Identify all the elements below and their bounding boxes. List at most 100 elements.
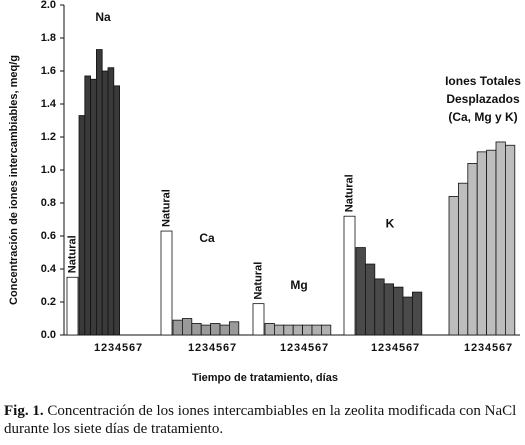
natural-label: Natural: [66, 235, 78, 273]
y-tick-label: 0.6: [41, 230, 56, 242]
chart: Concentración de iones intercambiables, …: [8, 0, 521, 384]
x-tick-label: 5: [492, 342, 498, 354]
bar: [84, 75, 92, 336]
y-tick-label: 2.0: [41, 0, 56, 11]
bar: [402, 296, 413, 336]
x-tick-label: 2: [378, 342, 384, 354]
x-tick-label: 3: [294, 342, 300, 354]
y-tick-label: 0.8: [41, 197, 56, 209]
x-tick-label: 2: [471, 342, 477, 354]
x-tick-label: 7: [136, 342, 142, 354]
group-label: Desplazados: [446, 92, 520, 106]
x-tick-label: 5: [216, 342, 222, 354]
bar: [495, 141, 506, 336]
x-tick-label: 3: [108, 342, 114, 354]
x-tick-label: 4: [392, 342, 399, 354]
x-tick-label: 4: [485, 342, 492, 354]
x-tick-label: 6: [406, 342, 412, 354]
bar: [264, 323, 275, 336]
bar: [320, 324, 332, 336]
group-label: (Ca, Mg y K): [448, 110, 517, 124]
bar: [292, 324, 304, 336]
bar: [90, 78, 97, 336]
y-tick-label: 0.0: [41, 329, 56, 341]
bar: [355, 247, 366, 336]
x-axis-label: Tiempo de tratamiento, días: [192, 372, 338, 384]
bar: [283, 324, 294, 336]
group-label: Ca: [199, 231, 215, 245]
x-tick-label: 5: [122, 342, 128, 354]
bar: [113, 85, 121, 336]
bar: [374, 278, 385, 336]
natural-label: Natural: [343, 174, 355, 212]
group-label: Mg: [290, 278, 307, 292]
x-tick-label: 1: [94, 342, 100, 354]
x-tick-label: 6: [499, 342, 505, 354]
bar: [160, 230, 173, 336]
x-tick-label: 1: [188, 342, 194, 354]
bar: [343, 215, 356, 336]
bar: [504, 144, 516, 336]
x-tick-label: 4: [301, 342, 308, 354]
y-tick-label: 0.4: [41, 263, 57, 275]
bar: [78, 115, 86, 336]
caption-text: Concentración de los iones intercambiabl…: [4, 403, 517, 437]
x-tick-label: 6: [223, 342, 229, 354]
bar: [101, 70, 109, 336]
bar: [252, 303, 265, 336]
x-tick-label: 6: [315, 342, 321, 354]
x-tick-label: 5: [308, 342, 314, 354]
bar: [107, 67, 115, 336]
caption: Fig. 1. Concentración de los iones inter…: [4, 402, 521, 438]
x-tick-label: 1: [371, 342, 377, 354]
y-tick-label: 1.6: [41, 65, 56, 77]
y-tick-label: 1.4: [41, 98, 57, 110]
x-tick-label: 7: [230, 342, 236, 354]
bar: [273, 324, 285, 336]
bar: [467, 162, 478, 336]
caption-figure: Fig. 1.: [4, 403, 44, 419]
bar: [364, 263, 376, 336]
natural-label: Natural: [252, 262, 264, 300]
x-tick-label: 2: [287, 342, 293, 354]
bar: [200, 324, 211, 336]
bar: [476, 151, 488, 336]
y-tick-label: 1.0: [41, 164, 56, 176]
y-tick-label: 1.8: [41, 32, 56, 44]
bar: [228, 321, 240, 336]
bar: [181, 318, 193, 336]
x-tick-label: 3: [202, 342, 208, 354]
x-tick-label: 7: [413, 342, 419, 354]
bar: [457, 182, 469, 336]
bar: [448, 195, 459, 336]
bar: [383, 283, 395, 336]
x-tick-label: 7: [506, 342, 512, 354]
bar: [66, 276, 79, 336]
x-tick-label: 1: [464, 342, 470, 354]
group-label: K: [386, 216, 395, 230]
bar: [210, 323, 221, 336]
bar: [172, 319, 183, 336]
bar: [486, 149, 497, 336]
x-tick-label: 3: [478, 342, 484, 354]
x-tick-label: 5: [399, 342, 405, 354]
y-tick-label: 1.2: [41, 131, 56, 143]
bar: [302, 324, 313, 336]
x-tick-label: 3: [385, 342, 391, 354]
x-tick-label: 7: [322, 342, 328, 354]
bar: [219, 324, 230, 336]
group-label: Na: [95, 10, 111, 24]
bar: [96, 49, 103, 336]
y-axis-label: Concentración de iones intercambiables, …: [8, 55, 20, 305]
x-tick-label: 4: [209, 342, 216, 354]
x-tick-label: 2: [101, 342, 107, 354]
y-tick-label: 0.2: [41, 296, 56, 308]
x-tick-label: 1: [280, 342, 286, 354]
group-label: Iones Totales: [445, 74, 521, 88]
bar: [411, 291, 423, 336]
natural-label: Natural: [160, 189, 172, 227]
bar: [393, 286, 404, 336]
bar: [311, 324, 322, 336]
bar: [191, 323, 202, 336]
